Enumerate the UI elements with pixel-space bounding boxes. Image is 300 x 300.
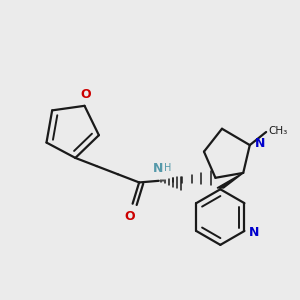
- Text: CH₃: CH₃: [269, 126, 288, 136]
- Polygon shape: [217, 173, 243, 188]
- Text: N: N: [153, 162, 163, 175]
- Text: N: N: [255, 137, 265, 150]
- Text: N: N: [249, 226, 260, 239]
- Text: H: H: [164, 163, 171, 172]
- Text: O: O: [124, 210, 135, 223]
- Text: O: O: [81, 88, 92, 101]
